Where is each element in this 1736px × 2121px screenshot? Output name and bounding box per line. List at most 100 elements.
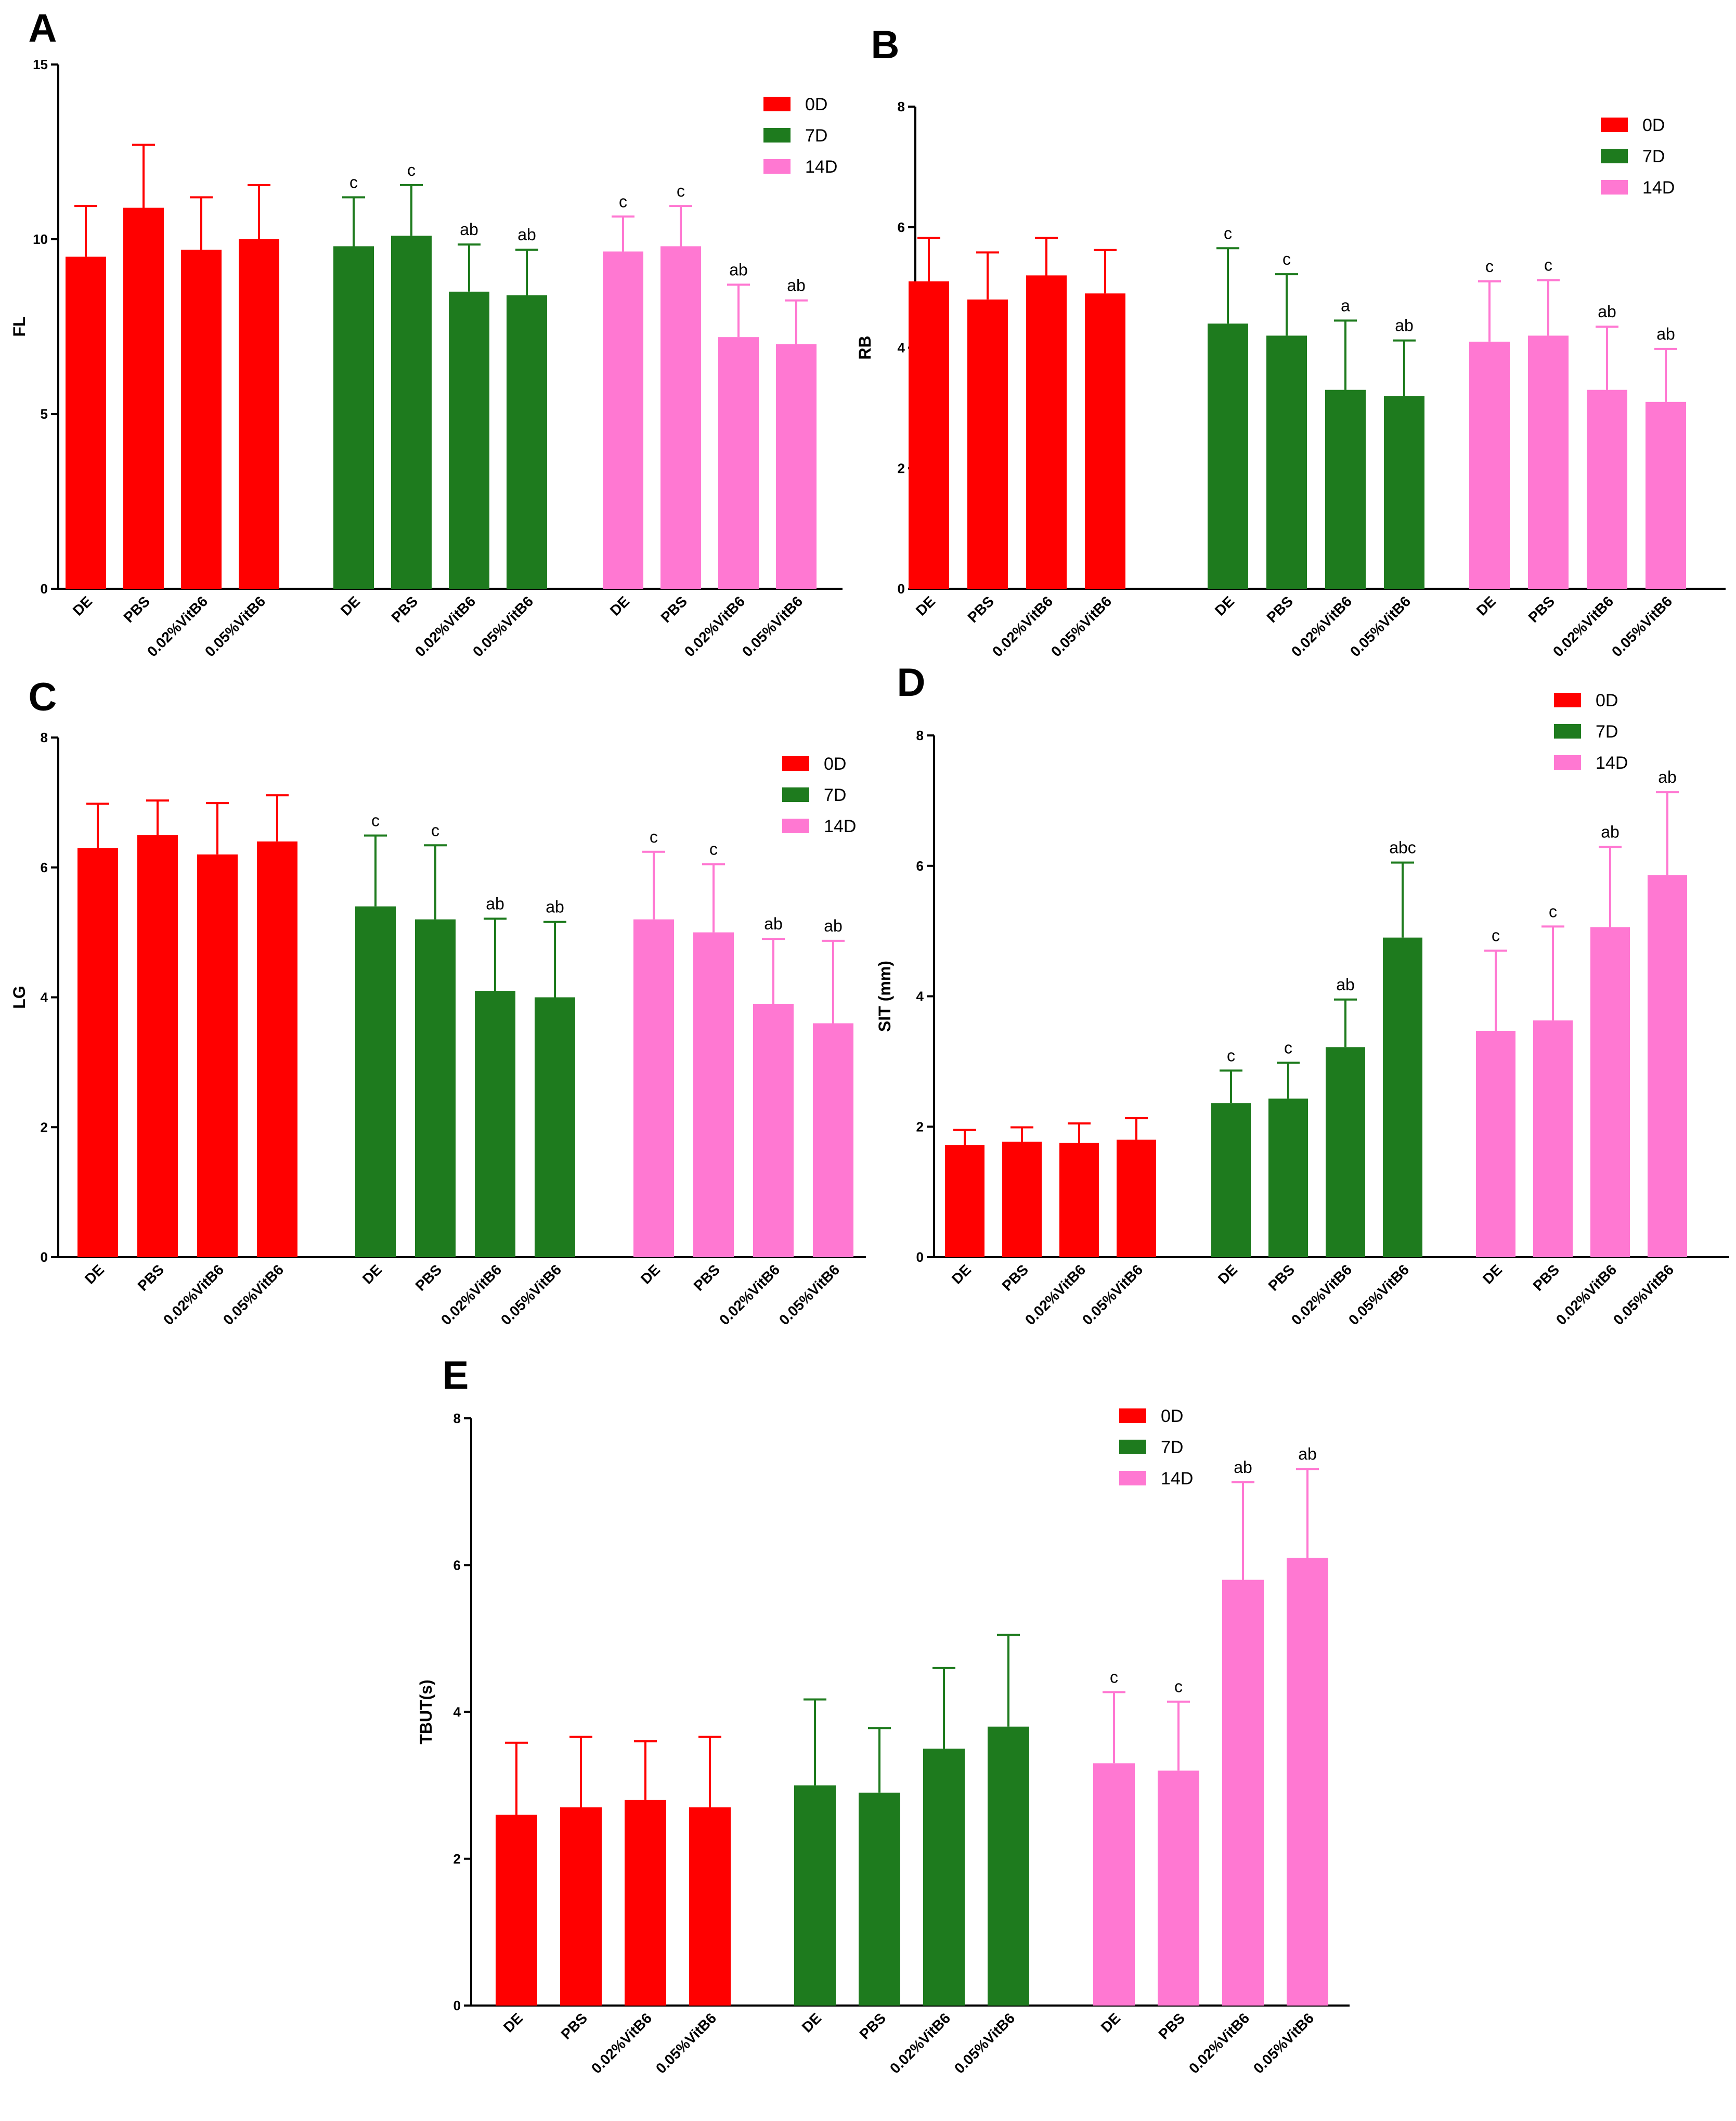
legend-swatch-7d xyxy=(1554,724,1581,739)
bar-14d-pbs xyxy=(1528,335,1569,589)
bar-14d-002vitb6 xyxy=(1590,927,1630,1257)
x-tick-label: 0.05%VitB6 xyxy=(1609,593,1675,659)
x-tick-label: 0.02%VitB6 xyxy=(1550,593,1616,659)
bar-0d-002vitb6 xyxy=(625,1800,666,2006)
significance-label: ab xyxy=(1658,768,1677,786)
bar-14d-de xyxy=(1093,1763,1135,2006)
y-tick-label: 4 xyxy=(898,340,905,356)
y-tick-label: 4 xyxy=(41,990,48,1005)
x-tick-label: 0.05%VitB6 xyxy=(498,1261,564,1328)
y-tick-label: 6 xyxy=(916,858,924,874)
x-tick-label: PBS xyxy=(388,593,421,626)
legend-swatch-14d xyxy=(782,819,809,833)
y-tick-label: 8 xyxy=(41,730,48,745)
legend-label-0d: 0D xyxy=(824,754,846,774)
bar-7d-005vitb6 xyxy=(988,1726,1029,2006)
bar-14d-005vitb6 xyxy=(1648,875,1687,1257)
bar-14d-005vitb6 xyxy=(813,1023,853,1257)
y-tick-label: 6 xyxy=(41,860,48,875)
bar-7d-005vitb6 xyxy=(535,997,575,1257)
significance-label: ab xyxy=(824,916,843,935)
bar-7d-de xyxy=(794,1785,836,2006)
legend-label-14d: 14D xyxy=(1642,178,1675,198)
significance-label: ab xyxy=(787,276,806,295)
bar-7d-002vitb6 xyxy=(449,291,489,589)
bar-7d-002vitb6 xyxy=(1326,1047,1365,1257)
y-tick-label: 4 xyxy=(454,1704,461,1720)
bar-14d-002vitb6 xyxy=(718,337,759,589)
significance-label: ab xyxy=(1601,822,1620,841)
x-tick-label: PBS xyxy=(135,1261,167,1294)
y-tick-label: 0 xyxy=(916,1249,924,1265)
x-tick-label: 0.02%VitB6 xyxy=(887,2010,953,2076)
significance-label: c xyxy=(1284,1038,1292,1057)
significance-label: c xyxy=(407,161,416,179)
y-tick-label: 2 xyxy=(916,1119,924,1134)
bar-14d-005vitb6 xyxy=(1287,1558,1328,2006)
bar-0d-002vitb6 xyxy=(1059,1143,1099,1257)
bar-0d-pbs xyxy=(123,208,164,589)
bar-0d-002vitb6 xyxy=(1026,275,1067,589)
bar-0d-005vitb6 xyxy=(257,841,297,1257)
legend-swatch-0d xyxy=(1554,693,1581,707)
legend-swatch-0d xyxy=(1119,1408,1146,1423)
x-tick-label: 0.02%VitB6 xyxy=(588,2010,655,2076)
x-tick-label: DE xyxy=(70,593,95,618)
x-tick-label: DE xyxy=(799,2010,824,2035)
x-tick-label: 0.05%VitB6 xyxy=(653,2010,719,2076)
significance-label: ab xyxy=(517,225,536,244)
x-tick-label: PBS xyxy=(1525,593,1558,626)
panel-letter: E xyxy=(443,1353,469,1398)
x-tick-label: 0.05%VitB6 xyxy=(202,593,268,659)
significance-label: ab xyxy=(1336,975,1355,994)
significance-label: ab xyxy=(486,894,504,913)
x-tick-label: DE xyxy=(638,1261,663,1287)
significance-label: c xyxy=(1492,926,1500,945)
significance-label: c xyxy=(1282,250,1291,268)
significance-label: c xyxy=(349,173,358,191)
bar-0d-de xyxy=(909,281,949,589)
bar-14d-pbs xyxy=(1533,1020,1573,1257)
x-tick-label: DE xyxy=(1480,1261,1505,1287)
y-axis-label: SIT (mm) xyxy=(875,961,894,1032)
x-tick-label: 0.05%VitB6 xyxy=(1345,1261,1412,1328)
y-axis-label: RB xyxy=(856,335,874,359)
significance-label: c xyxy=(1224,224,1232,242)
significance-label: c xyxy=(371,811,380,830)
y-axis-label: LG xyxy=(10,986,29,1008)
x-tick-label: DE xyxy=(1473,593,1499,618)
x-tick-label: 0.02%VitB6 xyxy=(1288,593,1355,659)
significance-label: c xyxy=(1174,1677,1183,1696)
significance-label: c xyxy=(1544,256,1552,275)
bar-0d-pbs xyxy=(560,1807,602,2006)
x-tick-label: PBS xyxy=(1156,2010,1188,2042)
x-tick-label: PBS xyxy=(691,1261,723,1294)
y-tick-label: 8 xyxy=(454,1411,461,1426)
legend-swatch-7d xyxy=(1601,149,1628,163)
x-tick-label: PBS xyxy=(1265,1261,1298,1294)
x-tick-label: 0.05%VitB6 xyxy=(1079,1261,1146,1328)
significance-label: c xyxy=(431,821,439,839)
y-tick-label: 10 xyxy=(33,231,48,247)
significance-label: ab xyxy=(1598,302,1616,321)
legend-label-14d: 14D xyxy=(824,817,856,836)
y-tick-label: 0 xyxy=(41,581,48,597)
bar-14d-de xyxy=(1469,341,1510,589)
bar-14d-de xyxy=(603,251,643,589)
x-tick-label: DE xyxy=(949,1261,974,1287)
bar-0d-pbs xyxy=(967,299,1008,589)
y-tick-label: 15 xyxy=(33,57,48,72)
x-tick-label: PBS xyxy=(121,593,153,626)
bar-7d-002vitb6 xyxy=(1325,390,1366,589)
y-tick-label: 8 xyxy=(916,728,924,743)
significance-label: c xyxy=(650,827,658,846)
legend-swatch-14d xyxy=(1119,1471,1146,1485)
x-tick-label: 0.02%VitB6 xyxy=(681,593,748,659)
x-tick-label: DE xyxy=(1212,593,1237,618)
x-tick-label: PBS xyxy=(999,1261,1032,1294)
legend-swatch-7d xyxy=(782,787,809,802)
